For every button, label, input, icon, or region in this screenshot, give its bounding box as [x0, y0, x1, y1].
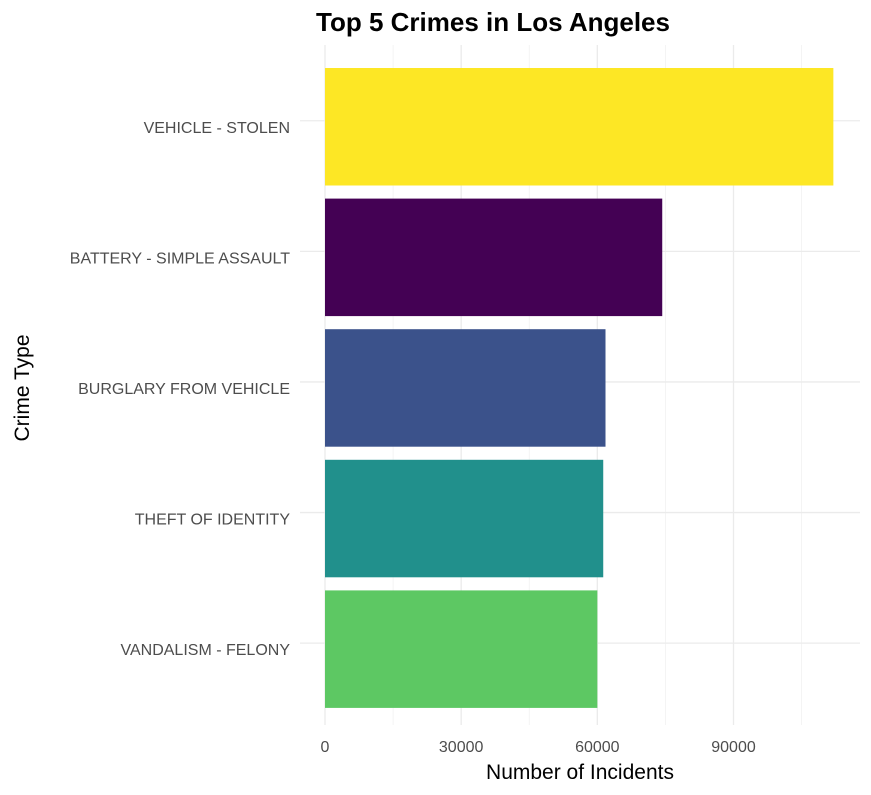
x-axis-title: Number of Incidents — [486, 761, 674, 784]
x-tick-label: 90000 — [711, 739, 756, 756]
x-tick-label: 30000 — [439, 739, 484, 756]
y-tick-label: VEHICLE - STOLEN — [144, 120, 290, 137]
y-tick-label: VANDALISM - FELONY — [120, 642, 290, 659]
y-axis-title: Crime Type — [11, 335, 34, 442]
bar-burglary-from-vehicle — [325, 329, 606, 447]
label-layer: VEHICLE - STOLEN BATTERY - SIMPLE ASSAULT… — [70, 120, 756, 756]
y-tick-label: BURGLARY FROM VEHICLE — [78, 381, 290, 398]
bar-battery-simple-assault — [325, 198, 663, 317]
bar-vandalism-felony — [325, 590, 598, 708]
chart-title: Top 5 Crimes in Los Angeles — [316, 7, 670, 37]
bar-theft-of-identity — [325, 459, 604, 578]
x-tick-label: 0 — [321, 739, 330, 756]
y-tick-label: BATTERY - SIMPLE ASSAULT — [70, 250, 290, 267]
x-tick-label: 60000 — [575, 739, 620, 756]
y-tick-label: THEFT OF IDENTITY — [135, 512, 291, 529]
bar-layer — [325, 68, 834, 708]
bar-vehicle-stolen — [325, 68, 834, 186]
